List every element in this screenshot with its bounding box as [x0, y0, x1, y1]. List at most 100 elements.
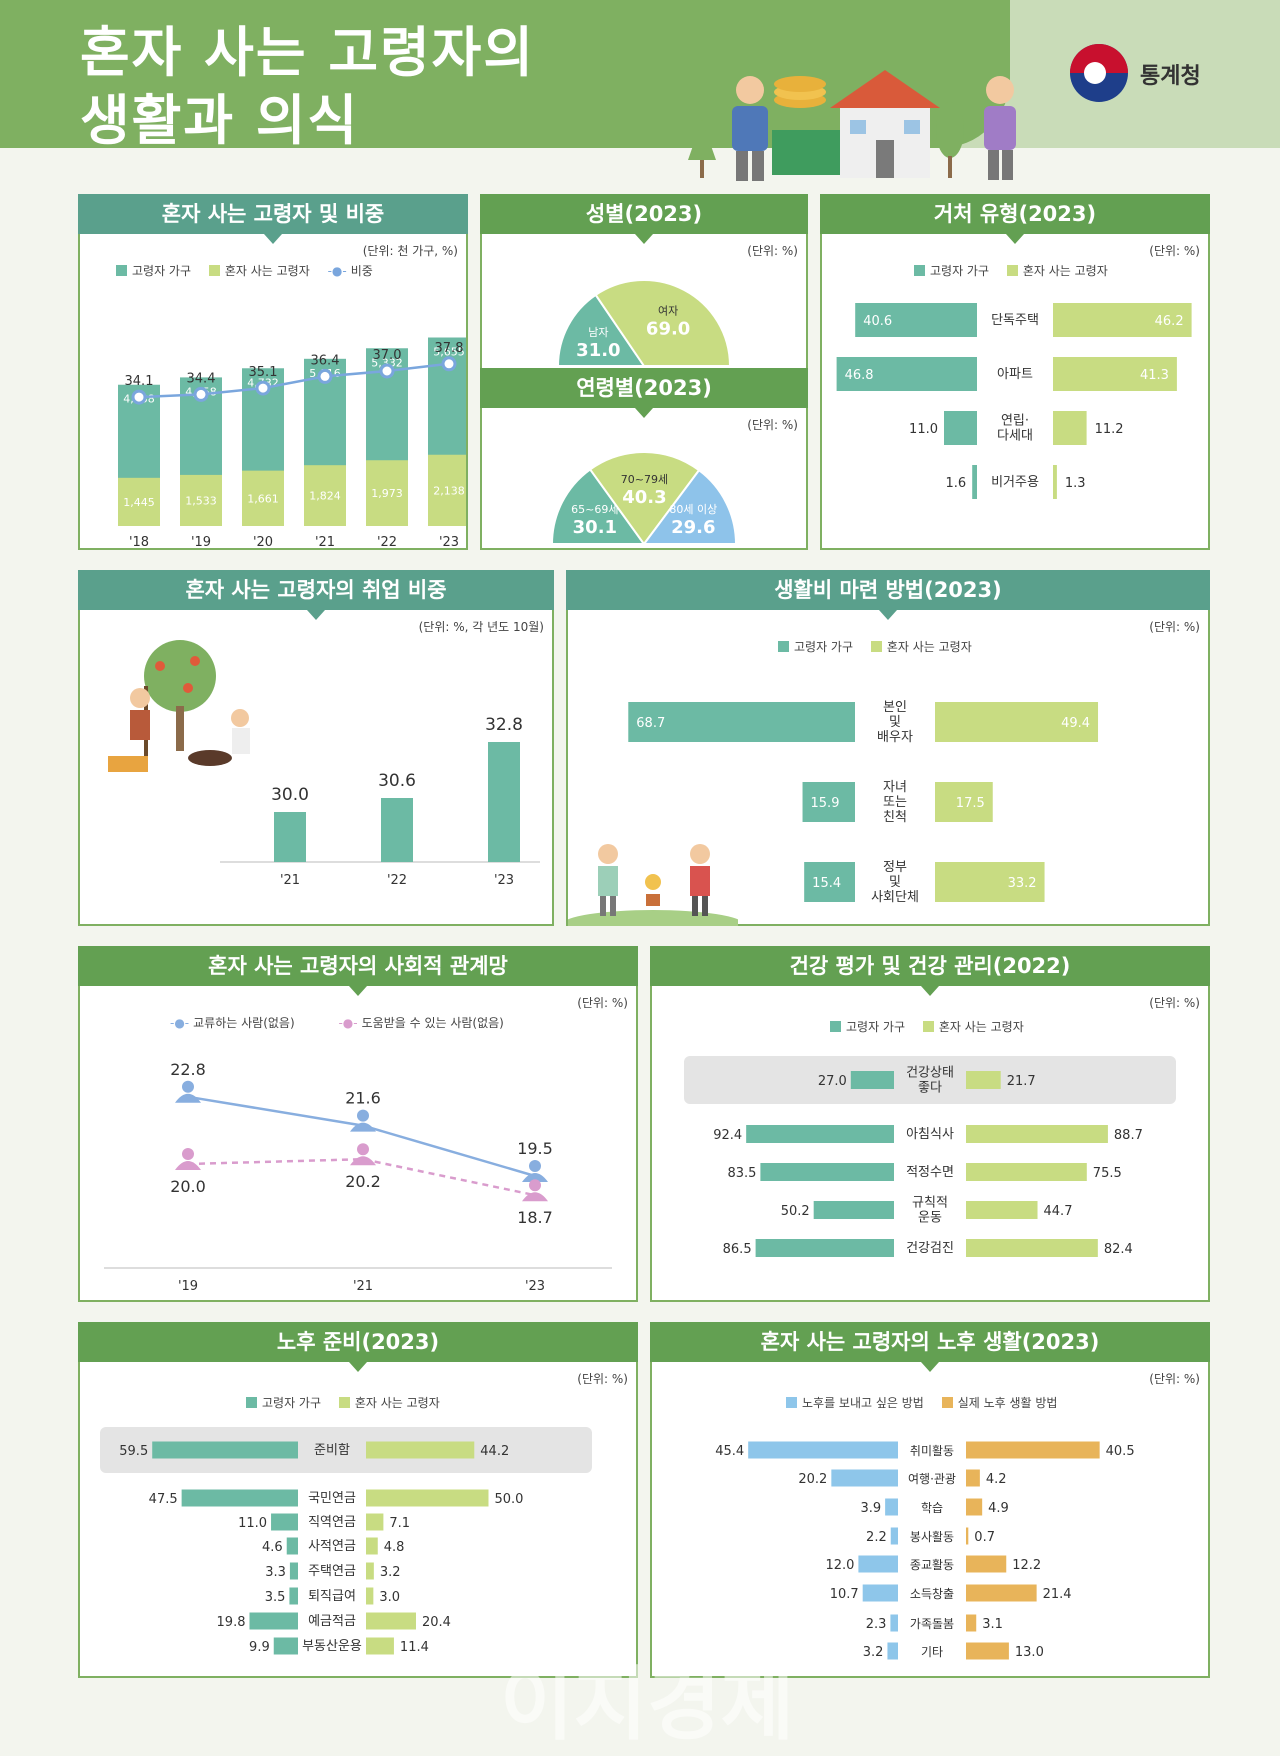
data-label-right: 41.3	[1140, 368, 1169, 383]
category-label: 단독주택	[991, 313, 1039, 328]
legend-label-single: 혼자 사는 고령자	[1022, 264, 1108, 278]
data-label-left: 11.0	[909, 422, 938, 437]
panel-employment: 혼자 사는 고령자의 취업 비중 (단위: %, 각 년도 10월) 30.0 '…	[78, 570, 554, 926]
bar-left-5	[289, 1587, 298, 1605]
bar-want-2	[885, 1498, 898, 1516]
bar-right-2	[1053, 411, 1087, 445]
legend-label-help: 도움받을 수 있는 사람(없음)	[361, 1016, 504, 1030]
pie-slice-1	[594, 279, 732, 367]
data-label-single: 1,661	[247, 492, 279, 505]
data-label-want: 3.9	[860, 1501, 881, 1516]
person-body-marker	[175, 1093, 201, 1103]
unit-network: (단위: %)	[577, 996, 628, 1010]
bar-want-0	[748, 1441, 898, 1459]
panel-gender: 성별(2023) (단위: %) 남자 31.0 여자 69.0	[480, 194, 808, 370]
panel-livingcost: 생활비 마련 방법(2023) (단위: %) 고령자 가구 혼자 사는 고령자…	[566, 570, 1210, 926]
category-label: 학습	[921, 1501, 943, 1515]
data-label-network: 21.6	[345, 1089, 381, 1108]
legend-swatch-single	[338, 1397, 350, 1408]
data-label-left: 3.5	[265, 1590, 286, 1605]
pie-slice-2	[642, 468, 738, 545]
category-label: 연립·	[1001, 414, 1029, 429]
category-label: 주택연금	[308, 1564, 356, 1579]
bar-single-5	[428, 454, 466, 526]
bar-right-1	[966, 1125, 1108, 1143]
category-label: 취미활동	[910, 1444, 954, 1458]
data-label-ratio: 36.4	[311, 353, 340, 368]
category-label: 아침식사	[906, 1127, 954, 1142]
data-label-ratio: 34.4	[187, 371, 216, 386]
bar-right-3	[966, 1201, 1038, 1219]
legend-label-single: 혼자 사는 고령자	[224, 264, 310, 278]
bar-actual-6	[966, 1614, 977, 1632]
data-label-right: 11.4	[400, 1640, 429, 1655]
legend-swatch-single	[922, 1021, 934, 1032]
page-title-line1: 혼자 사는 고령자의	[80, 21, 536, 84]
chart-employment: 30.0 '21 30.6 '22 32.8 '23	[220, 715, 540, 888]
legend-label-household: 고령자 가구	[794, 640, 854, 654]
data-label-right: 21.7	[1007, 1074, 1036, 1089]
data-label-want: 45.4	[715, 1444, 744, 1459]
page-title-line2: 생활과 의식	[80, 89, 360, 152]
bar-right-0	[935, 702, 1099, 742]
bar-employment-0	[274, 812, 306, 862]
bar-right-5	[366, 1587, 374, 1605]
category-label: 적정수면	[906, 1165, 954, 1180]
data-label-network: 18.7	[517, 1208, 553, 1227]
bar-want-5	[862, 1584, 898, 1602]
bar-left-0	[855, 303, 977, 337]
data-label-left: 19.8	[217, 1615, 246, 1630]
category-label: 및	[889, 875, 901, 890]
category-label: 사회단체	[871, 890, 919, 905]
chart-housing: 40.6 46.2 단독주택 46.8 41.3 아파트 11.0 11.2 연립·다세대 1.6…	[836, 303, 1192, 499]
legend-retirement-prep: 고령자 가구 혼자 사는 고령자	[246, 1394, 454, 1411]
legend-label-ratio: 비중	[350, 264, 373, 278]
category-label: 국민연금	[308, 1491, 356, 1506]
slice-label: 65~69세	[571, 503, 618, 516]
data-label-left: 40.6	[863, 314, 892, 329]
x-tick-label: '21	[353, 1279, 373, 1294]
person-body-marker	[350, 1156, 376, 1166]
category-label: 아파트	[997, 367, 1033, 382]
legend-label-household: 고령자 가구	[930, 264, 990, 278]
bar-actual-3	[966, 1527, 969, 1545]
category-label: 친척	[883, 810, 907, 825]
data-label-right: 4.8	[384, 1540, 405, 1555]
legend-swatch-single	[1006, 265, 1018, 276]
legend-swatch-household	[914, 265, 925, 276]
chart-households: 4,2381,445'184,4581,533'194,7321,661'205…	[118, 337, 466, 548]
title-notch	[921, 986, 939, 996]
bar-actual-1	[966, 1469, 980, 1487]
category-label: 봉사활동	[910, 1530, 954, 1544]
data-label-left: 50.2	[781, 1204, 810, 1219]
title-notch	[921, 1362, 939, 1372]
bar-left-0	[628, 702, 855, 742]
category-label: 규칙적	[912, 1196, 948, 1211]
bar-single-4	[366, 460, 408, 526]
data-label-want: 12.0	[825, 1558, 854, 1573]
slice-label: 여자	[658, 304, 678, 317]
data-label-actual: 0.7	[974, 1530, 995, 1545]
legend-label-household: 고령자 가구	[262, 1396, 322, 1410]
panel-network: 혼자 사는 고령자의 사회적 관계망 (단위: %) -●- 교류하는 사람(없음…	[78, 946, 638, 1302]
panel-housing: 거처 유형(2023) (단위: %) 고령자 가구 혼자 사는 고령자 40.…	[820, 194, 1210, 550]
data-label-employment: 30.6	[378, 771, 416, 791]
x-tick-label: '19	[178, 1279, 198, 1294]
bar-left-4	[289, 1562, 298, 1580]
data-label-right: 88.7	[1114, 1128, 1143, 1143]
slice-value: 40.3	[622, 487, 666, 508]
panel-title-network: 혼자 사는 고령자의 사회적 관계망	[78, 946, 638, 986]
bar-right-4	[366, 1562, 374, 1580]
category-label: 사적연금	[308, 1539, 356, 1554]
data-label-employment: 32.8	[485, 715, 523, 735]
panel-title-households: 혼자 사는 고령자 및 비중	[78, 194, 468, 234]
category-label: 본인	[883, 700, 907, 715]
chart-network: 22.8 21.6 19.5 20.0 20.2 18.7 '19 '21 '23	[104, 1060, 612, 1294]
bar-right-7	[366, 1637, 394, 1655]
panel-title-health: 건강 평가 및 건강 관리(2022)	[650, 946, 1210, 986]
workers-illustration	[108, 640, 250, 772]
person-body-marker	[175, 1161, 201, 1170]
bar-right-1	[1053, 357, 1177, 391]
bar-left-2	[760, 1163, 894, 1181]
data-label-right: 3.0	[379, 1590, 400, 1605]
